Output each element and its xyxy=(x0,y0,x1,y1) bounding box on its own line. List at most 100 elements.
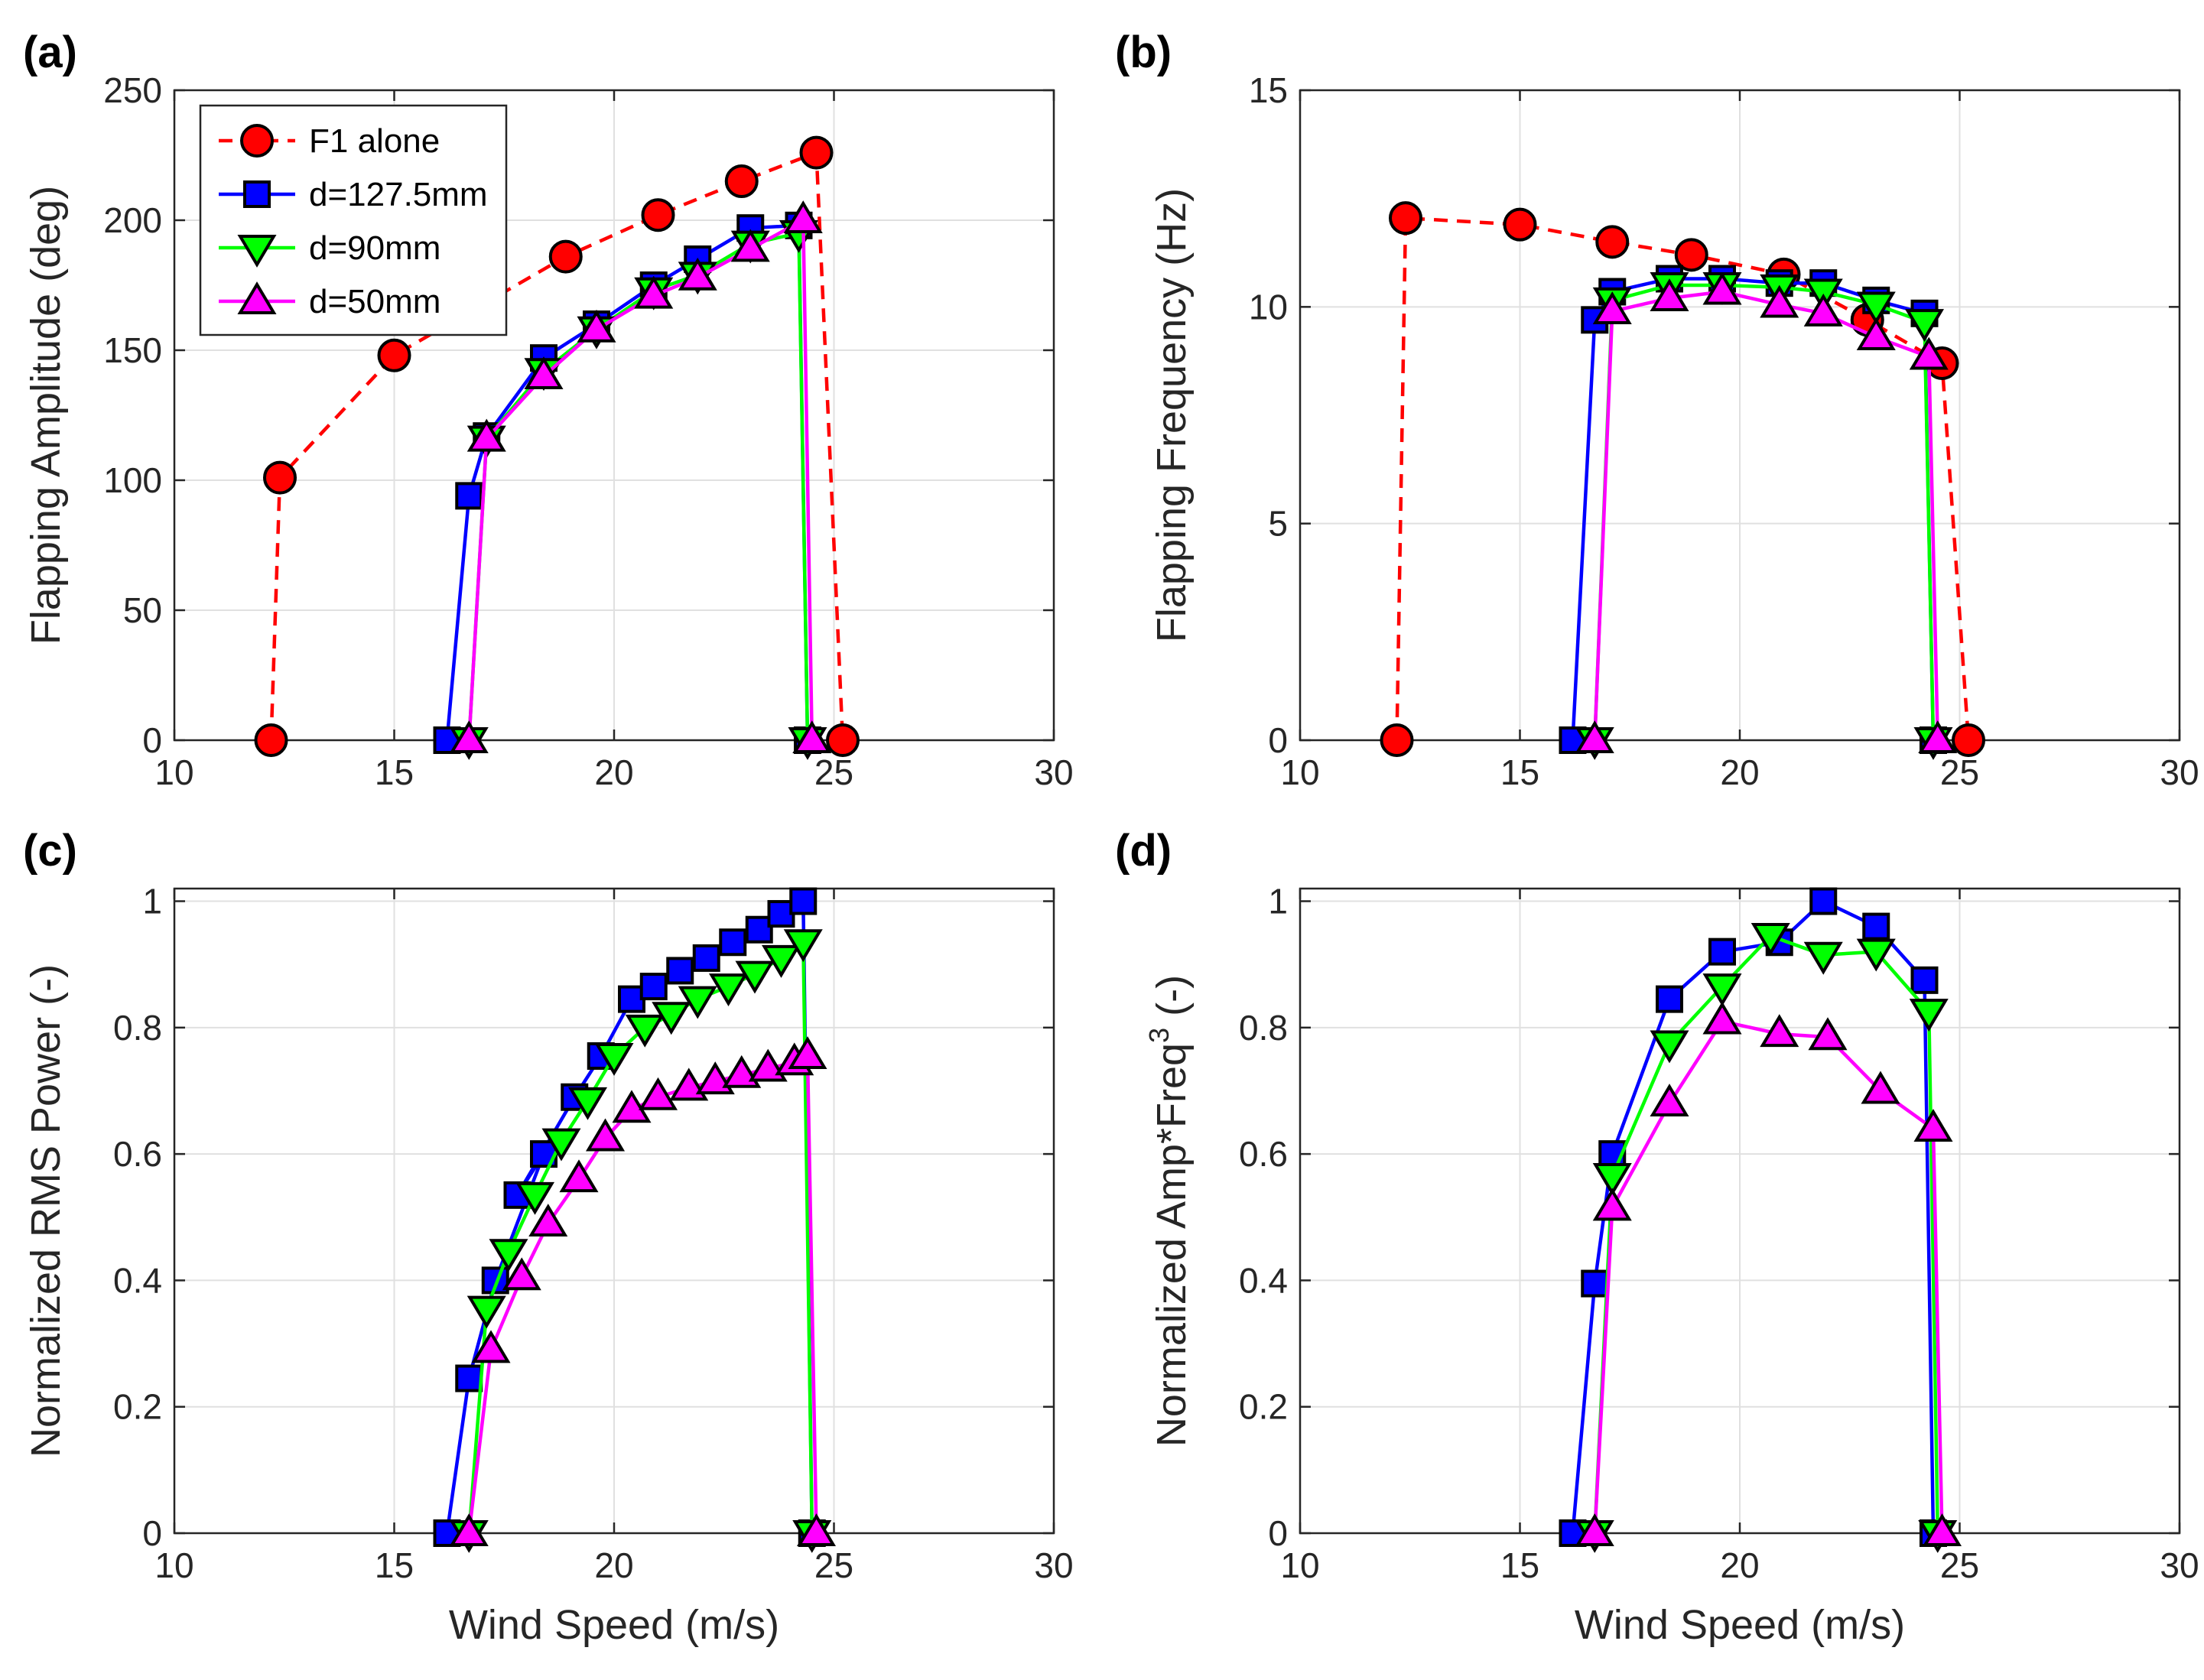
panel-label: (a) xyxy=(23,28,77,77)
tick-label-y: 0.4 xyxy=(113,1260,162,1300)
y-axis-label: Normalized RMS Power (-) xyxy=(23,964,69,1457)
data-point xyxy=(1918,720,1958,753)
data-point xyxy=(678,986,717,1019)
chart-panel-c: 10 15 20 25 30 0 0.2 0.4 0.6 0.8 1 Wind Speed (m/s)… xyxy=(23,826,1074,1648)
data-point xyxy=(528,1204,568,1237)
legend-marker xyxy=(237,235,277,268)
x-axis-label: Wind Speed (m/s) xyxy=(1575,1602,1905,1648)
data-point xyxy=(541,1128,581,1162)
data-point xyxy=(1862,912,1890,941)
data-point xyxy=(652,1002,691,1035)
data-point xyxy=(1856,938,1896,972)
data-point xyxy=(466,1295,506,1329)
data-point xyxy=(1856,317,1896,350)
tick-label-y: 0 xyxy=(142,1513,162,1553)
tick-label-x: 20 xyxy=(594,1545,633,1585)
tick-label-x: 15 xyxy=(1500,752,1539,792)
data-point xyxy=(1581,1269,1609,1298)
data-point xyxy=(1674,238,1708,272)
data-point xyxy=(489,1239,528,1272)
tick-label-y: 0.2 xyxy=(1239,1387,1288,1427)
tick-label-y: 200 xyxy=(103,200,162,240)
panel-label: (d) xyxy=(1115,826,1172,876)
data-point xyxy=(783,200,823,233)
data-point xyxy=(567,1087,608,1120)
data-point xyxy=(1803,941,1843,975)
tick-label-x: 15 xyxy=(1500,1545,1539,1585)
legend-entry-label: F1 alone xyxy=(309,122,440,160)
data-point xyxy=(625,1014,665,1048)
data-point xyxy=(719,928,747,957)
legend-marker xyxy=(243,180,271,208)
data-point xyxy=(788,1036,827,1070)
data-point xyxy=(692,944,720,972)
tick-label-y: 5 xyxy=(1268,504,1288,544)
tick-label-y: 1 xyxy=(1268,882,1288,921)
data-point xyxy=(449,1513,489,1546)
data-point xyxy=(1592,1163,1632,1196)
data-point xyxy=(1808,1017,1848,1051)
data-point xyxy=(783,929,823,963)
legend-entry-label: d=50mm xyxy=(309,283,440,320)
data-point xyxy=(263,460,297,495)
chart-panel-b: 10 15 20 25 30 0 5 10 15 Flapping Frequency (Hz) (… xyxy=(1115,28,2199,792)
tick-label-y: 0.2 xyxy=(113,1387,162,1427)
legend-marker xyxy=(240,124,274,158)
series-line xyxy=(1571,277,1936,741)
tick-label-x: 30 xyxy=(2160,752,2199,792)
data-point xyxy=(666,957,694,985)
data-point xyxy=(612,1090,652,1123)
tick-label-y: 250 xyxy=(103,70,162,110)
data-point xyxy=(1575,1513,1614,1546)
tick-label-y: 150 xyxy=(103,330,162,370)
data-point xyxy=(1702,271,1742,305)
data-point xyxy=(1922,1513,1962,1546)
y-axis-label: Normalized Amp*Freq3 (-) xyxy=(1143,975,1195,1447)
data-point xyxy=(638,1077,678,1110)
tick-label-x: 30 xyxy=(1034,752,1073,792)
data-point xyxy=(577,309,616,343)
series-line xyxy=(445,223,810,741)
series-d-50mm xyxy=(1575,1001,1962,1546)
data-point xyxy=(1909,336,1949,370)
chart-panel-d: 10 15 20 25 30 0 0.2 0.4 0.6 0.8 1 Wind Speed (m/s)… xyxy=(1115,826,2199,1648)
legend: F1 alone d=127.5mm d=90mm d=50mm xyxy=(199,104,508,336)
tick-label-x: 25 xyxy=(814,1545,853,1585)
tick-label-y: 0.8 xyxy=(1239,1008,1288,1048)
tick-label-x: 20 xyxy=(1720,752,1759,792)
data-point xyxy=(1702,1001,1742,1035)
tick-label-x: 30 xyxy=(1034,1545,1073,1585)
data-point xyxy=(708,973,749,1007)
tick-label-x: 10 xyxy=(154,1545,193,1585)
data-point xyxy=(1708,937,1736,966)
data-point xyxy=(799,135,834,170)
data-point xyxy=(1751,922,1790,956)
data-point xyxy=(515,1181,555,1215)
data-point xyxy=(548,239,583,274)
data-point xyxy=(455,1364,483,1392)
data-point xyxy=(1913,1109,1953,1142)
data-point xyxy=(1503,207,1537,242)
panel-label: (c) xyxy=(23,826,77,876)
data-point xyxy=(634,275,674,309)
tick-label-y: 50 xyxy=(123,590,162,630)
series-d-90mm xyxy=(1575,922,1958,1553)
data-point xyxy=(1952,723,1985,757)
chart-panel-a: 10 15 20 25 30 0 50 100 150 200 250 Flapping Amplit… xyxy=(23,28,1074,792)
data-point xyxy=(1803,293,1843,327)
data-point xyxy=(761,944,801,978)
y-axis-label: Flapping Amplitude (deg) xyxy=(23,186,69,645)
data-point xyxy=(745,915,773,944)
data-point xyxy=(1809,887,1838,915)
tick-label-y: 0.8 xyxy=(113,1008,162,1048)
data-point xyxy=(1650,278,1689,311)
tick-label-x: 10 xyxy=(1280,1545,1319,1585)
tick-label-y: 0.4 xyxy=(1239,1260,1288,1300)
tick-label-x: 15 xyxy=(375,1545,414,1585)
data-point xyxy=(377,338,411,372)
data-point xyxy=(1592,291,1632,324)
data-point xyxy=(796,1513,837,1546)
legend-entry-label: d=127.5mm xyxy=(309,176,488,213)
tick-label-y: 100 xyxy=(103,460,162,500)
